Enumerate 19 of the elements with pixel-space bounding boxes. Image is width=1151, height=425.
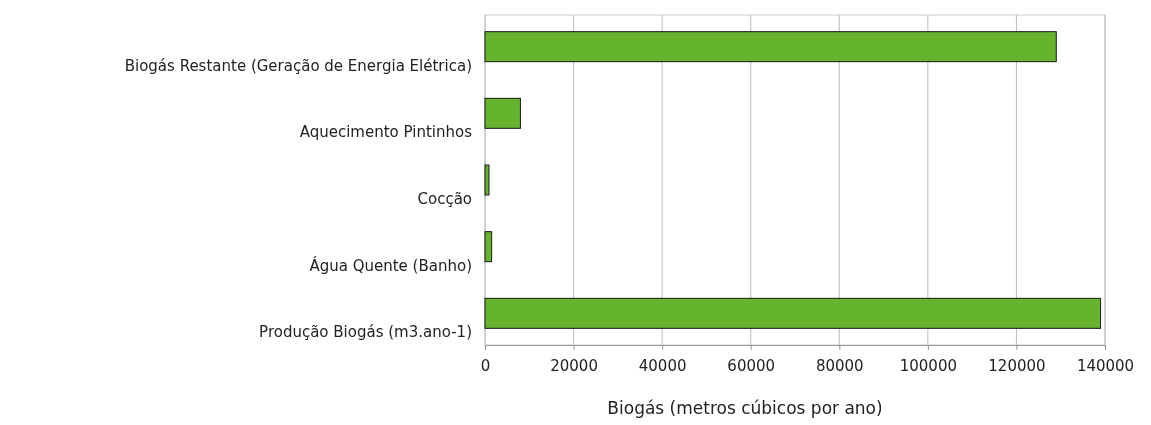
- y-tick-label: Água Quente (Banho): [309, 255, 472, 275]
- y-tick-label: Cocção: [417, 190, 472, 208]
- bar: [484, 164, 490, 196]
- y-tick-label: Aquecimento Pintinhos: [299, 123, 473, 142]
- y-tick-label: Produção Biogás (m3.ano-1): [259, 323, 472, 342]
- bar: [484, 231, 493, 263]
- x-tick-label: 80000: [815, 357, 864, 375]
- x-tick-label: 120000: [988, 357, 1046, 375]
- x-tick-label: 100000: [899, 357, 957, 375]
- x-tick-label: 20000: [550, 357, 598, 375]
- x-tick-label: 0: [480, 357, 491, 375]
- x-tick-label: 40000: [638, 357, 687, 375]
- x-axis-title: Biogás (metros cúbicos por ano): [607, 398, 883, 418]
- bar: [484, 97, 521, 129]
- x-tick-label: 140000: [1076, 357, 1135, 375]
- y-tick-label: Biogás Restante (Geração de Energia Elétrica): [124, 56, 472, 75]
- x-tick-label: 60000: [727, 357, 776, 375]
- bar: [484, 31, 1057, 63]
- bar: [484, 297, 1102, 329]
